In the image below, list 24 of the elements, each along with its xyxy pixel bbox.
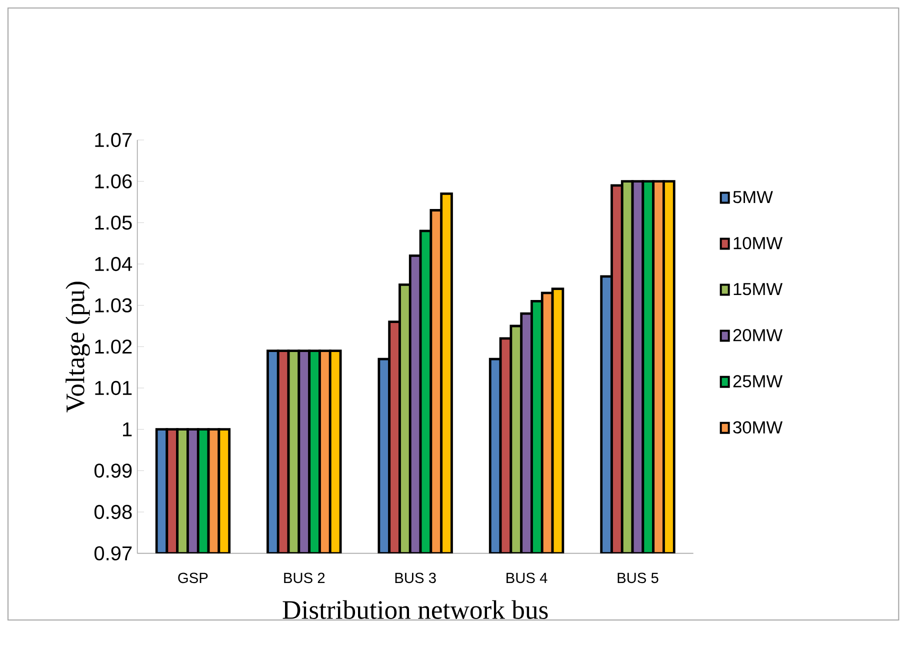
y-tick-label: 1.03 <box>95 298 132 312</box>
y-tick-label: 1.04 <box>95 256 132 271</box>
legend-label: 10MW <box>734 236 783 250</box>
y-tick-label: 1 <box>123 422 132 436</box>
y-tick-label: 1.07 <box>95 132 132 147</box>
x-tick-label: BUS 3 <box>395 572 436 583</box>
x-axis-title: Distribution network bus <box>282 600 548 619</box>
x-tick-label: BUS 4 <box>506 572 548 583</box>
y-tick-label: 0.98 <box>94 504 132 519</box>
x-tick-label: GSP <box>178 572 208 583</box>
y-tick-label: 1.02 <box>95 339 132 354</box>
legend-label: 20MW <box>733 328 783 342</box>
y-tick-label: 1.06 <box>95 174 132 188</box>
y-tick-label: 1.01 <box>95 380 132 395</box>
legend-label: 25MW <box>733 374 783 388</box>
legend-label: 15MW <box>734 282 783 296</box>
legend-label: 30MW <box>733 421 783 434</box>
x-tick-label: BUS 5 <box>618 572 658 583</box>
y-tick-label: 0.97 <box>94 546 132 560</box>
y-axis-title: Voltage (pu) <box>66 282 90 412</box>
y-tick-label: 0.99 <box>94 463 132 478</box>
y-tick-label: 1.05 <box>95 215 132 230</box>
legend-label: 5MW <box>733 190 773 203</box>
x-tick-label: BUS 2 <box>284 572 325 583</box>
